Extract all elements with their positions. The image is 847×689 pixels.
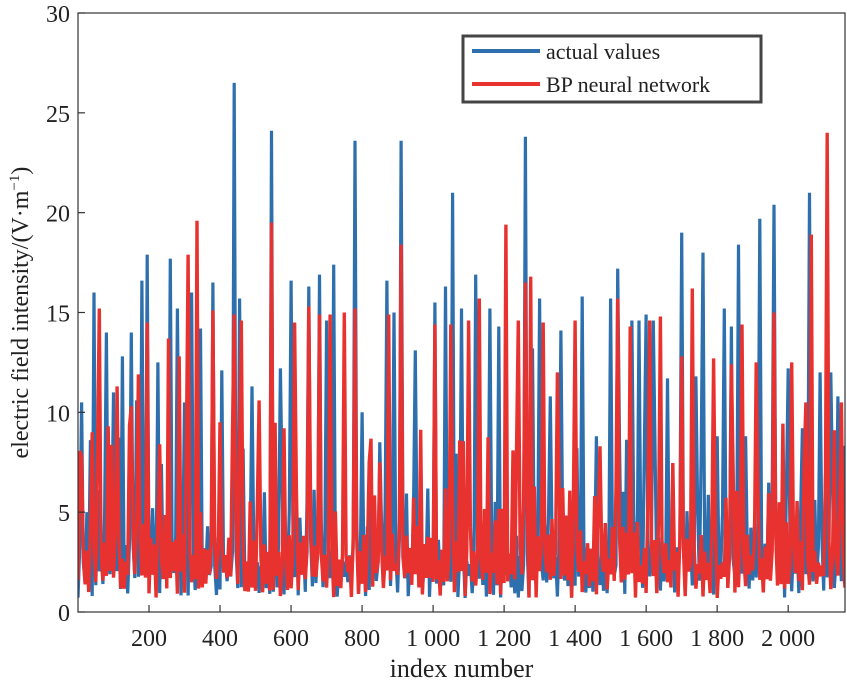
y-tick-label: 5 [58,501,70,527]
y-tick-label: 20 [46,202,70,228]
x-tick-label: 800 [344,626,380,652]
x-tick-label: 400 [202,626,238,652]
x-tick-label: 2 000 [761,626,815,652]
x-tick-label: 1 200 [477,626,531,652]
series-line-bp-neural-network [78,132,845,599]
legend-label-bp-neural-network: BP neural network [546,72,710,97]
y-axis-label-superscript: −1 [7,175,23,191]
y-tick-label: 30 [46,2,70,28]
x-tick-label: 1 600 [619,626,673,652]
x-tick-label: 1 000 [406,626,460,652]
x-tick-label: 1 400 [548,626,602,652]
tick-layer: 200 400 600 800 1 000 1 200 1 400 1 600 1 800 2 0… [46,2,815,652]
y-tick-label: 0 [58,601,70,627]
x-tick-label: 200 [131,626,167,652]
x-axis-label: index number [390,654,534,683]
y-tick-label: 25 [46,102,70,128]
x-tick-label: 600 [273,626,309,652]
legend: actual values BP neural network [461,34,763,104]
y-tick-label: 15 [46,302,70,328]
x-tick-label: 1 800 [690,626,744,652]
y-axis-label-main: electric field intensity/(V·m [8,190,34,458]
y-axis-label-close: ) [8,167,34,175]
y-axis-label: electric field intensity/(V·m−1) [7,167,34,459]
legend-box [461,34,763,104]
legend-label-actual-values: actual values [546,39,660,64]
y-tick-label: 10 [46,401,70,427]
series-layer [78,82,845,599]
